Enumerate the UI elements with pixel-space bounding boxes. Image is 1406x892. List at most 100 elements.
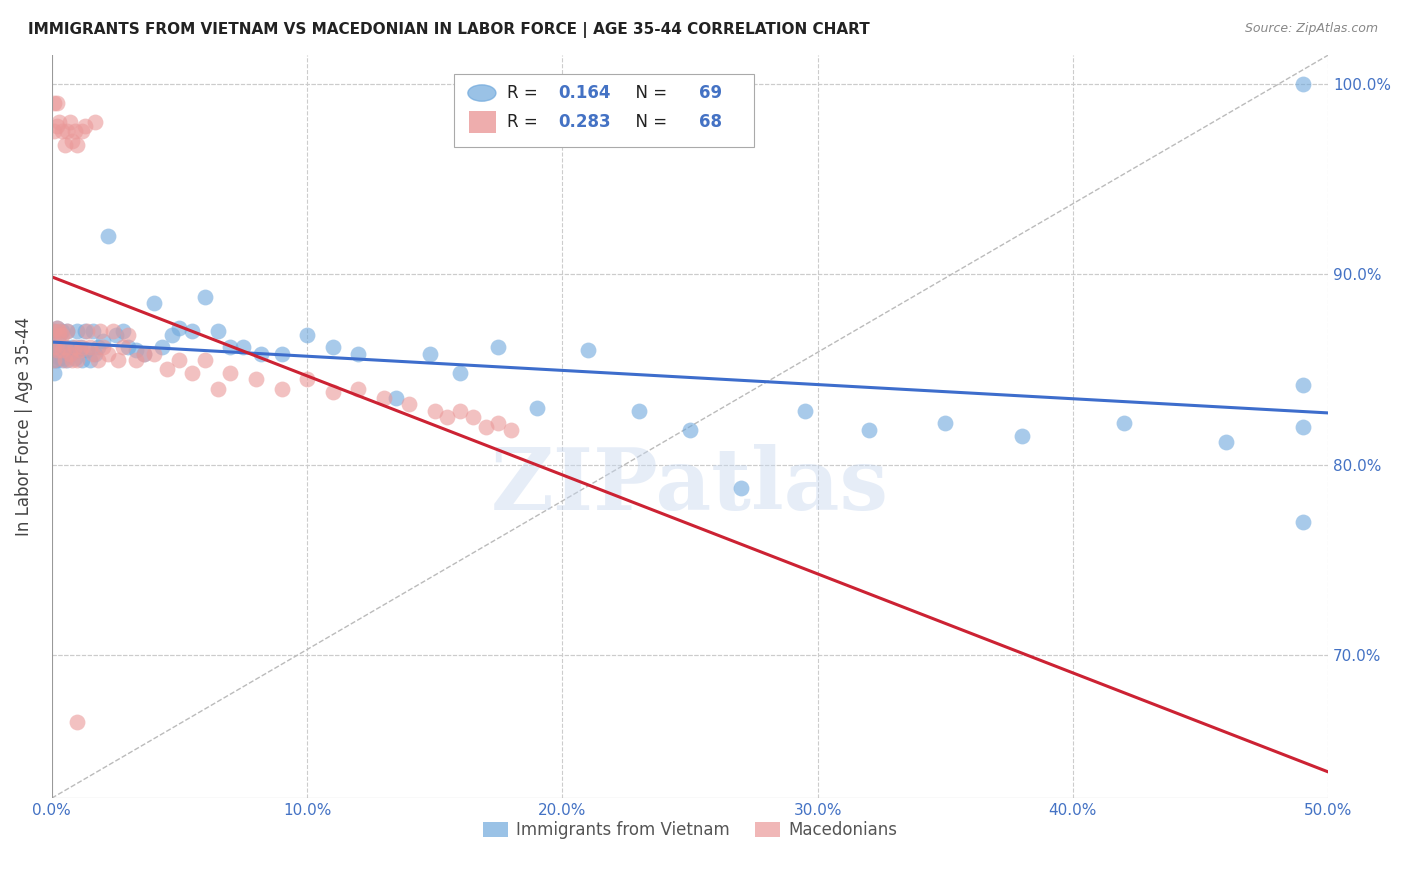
Point — [245, 372, 267, 386]
Point — [44, 353, 66, 368]
Point — [322, 385, 344, 400]
Point — [398, 397, 420, 411]
Point — [132, 347, 155, 361]
Point — [48, 325, 70, 339]
Point — [72, 340, 94, 354]
Point — [125, 353, 148, 368]
Point — [436, 410, 458, 425]
Text: R =: R = — [508, 84, 544, 102]
Point — [73, 325, 96, 339]
Point — [488, 416, 510, 430]
Point — [1215, 434, 1237, 449]
Point — [45, 353, 67, 368]
Point — [60, 353, 83, 368]
Point — [107, 353, 129, 368]
Point — [79, 353, 101, 368]
Point — [474, 419, 496, 434]
Point — [56, 325, 79, 339]
Point — [385, 391, 408, 405]
Point — [576, 343, 599, 358]
Point — [60, 340, 83, 354]
Point — [73, 119, 96, 133]
Point — [44, 124, 66, 138]
Point — [53, 340, 76, 354]
Point — [1011, 429, 1033, 443]
Point — [232, 340, 254, 354]
Circle shape — [468, 85, 496, 101]
Point — [117, 328, 139, 343]
Point — [91, 340, 114, 354]
Point — [501, 424, 523, 438]
Point — [160, 328, 183, 343]
Point — [142, 295, 165, 310]
Point — [44, 340, 66, 354]
Point — [449, 404, 471, 418]
Point — [63, 124, 86, 138]
Point — [44, 353, 66, 368]
Point — [56, 325, 79, 339]
Point — [322, 340, 344, 354]
Point — [219, 340, 242, 354]
Point — [679, 424, 702, 438]
Point — [48, 115, 70, 129]
Point — [51, 343, 73, 358]
Text: 69: 69 — [699, 84, 723, 102]
Point — [449, 366, 471, 380]
Point — [194, 353, 217, 368]
Point — [79, 340, 101, 354]
Point — [56, 124, 79, 138]
Point — [270, 347, 292, 361]
Point — [295, 328, 318, 343]
Point — [169, 353, 191, 368]
Bar — [470, 111, 496, 133]
Point — [419, 347, 441, 361]
Point — [132, 347, 155, 361]
Point — [44, 325, 66, 339]
Point — [219, 366, 242, 380]
Text: N =: N = — [624, 113, 672, 131]
Point — [181, 366, 204, 380]
Text: R =: R = — [508, 113, 544, 131]
Point — [101, 325, 124, 339]
Point — [84, 115, 107, 129]
Point — [91, 334, 114, 348]
Point — [44, 95, 66, 110]
Point — [69, 343, 91, 358]
Point — [45, 343, 67, 358]
Point — [207, 325, 229, 339]
Point — [526, 401, 548, 415]
Point — [48, 340, 70, 354]
Point — [63, 340, 86, 354]
Point — [150, 340, 173, 354]
Legend: Immigrants from Vietnam, Macedonians: Immigrants from Vietnam, Macedonians — [477, 814, 904, 846]
Point — [112, 340, 135, 354]
Point — [45, 343, 67, 358]
Point — [53, 351, 76, 365]
Point — [181, 325, 204, 339]
Text: 0.164: 0.164 — [558, 84, 612, 102]
Text: ZIPatlas: ZIPatlas — [491, 444, 889, 528]
Point — [461, 410, 484, 425]
Point — [207, 382, 229, 396]
Point — [1291, 377, 1313, 392]
Point — [86, 340, 108, 354]
Point — [60, 134, 83, 148]
Point — [82, 347, 104, 361]
Point — [125, 343, 148, 358]
Point — [104, 328, 127, 343]
Point — [44, 340, 66, 354]
Point — [89, 325, 111, 339]
Point — [48, 328, 70, 343]
Point — [347, 347, 370, 361]
Point — [69, 340, 91, 354]
Point — [72, 353, 94, 368]
Point — [373, 391, 395, 405]
Point — [793, 404, 815, 418]
Point — [66, 343, 89, 358]
Text: Source: ZipAtlas.com: Source: ZipAtlas.com — [1244, 22, 1378, 36]
Point — [117, 340, 139, 354]
Point — [250, 347, 273, 361]
Y-axis label: In Labor Force | Age 35-44: In Labor Force | Age 35-44 — [15, 317, 32, 536]
Point — [53, 340, 76, 354]
Point — [194, 290, 217, 304]
